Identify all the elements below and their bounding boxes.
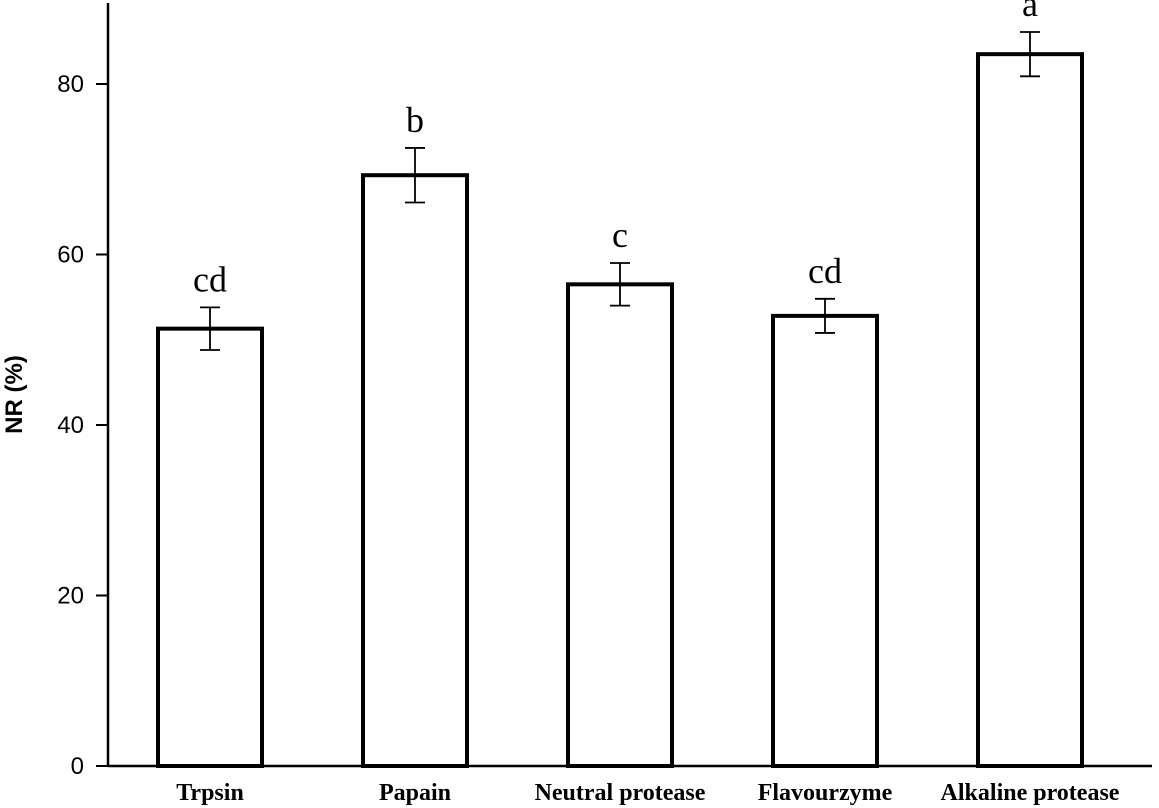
error-bars-layer xyxy=(200,31,1040,351)
x-category-label: Neutral protease xyxy=(535,780,706,806)
y-tick-label: 60 xyxy=(57,241,84,268)
y-ticks-layer: 0 20 40 60 80 xyxy=(57,71,108,780)
bar xyxy=(566,282,674,768)
x-category-label: Papain xyxy=(379,780,451,806)
significance-label: b xyxy=(406,100,424,140)
labels-layer: cd Trpsin b Papain c Neutral protease cd Flavou… xyxy=(176,0,1120,806)
significance-label: cd xyxy=(193,259,227,299)
y-tick-label: 40 xyxy=(57,412,84,439)
x-category-label: Trpsin xyxy=(176,780,244,806)
bar xyxy=(771,313,879,768)
y-tick-label: 80 xyxy=(57,71,84,98)
bar xyxy=(361,173,469,768)
bars-layer xyxy=(156,52,1084,769)
y-tick-label: 20 xyxy=(57,582,84,609)
bar xyxy=(976,52,1084,769)
y-axis-title: NR (%) xyxy=(1,355,28,434)
significance-label: a xyxy=(1022,0,1038,24)
x-category-label: Alkaline protease xyxy=(941,780,1120,806)
x-category-label: Flavourzyme xyxy=(758,780,893,806)
bar xyxy=(156,326,264,768)
significance-label: cd xyxy=(808,251,842,291)
significance-label: c xyxy=(612,215,628,255)
y-tick-label: 0 xyxy=(71,753,84,780)
